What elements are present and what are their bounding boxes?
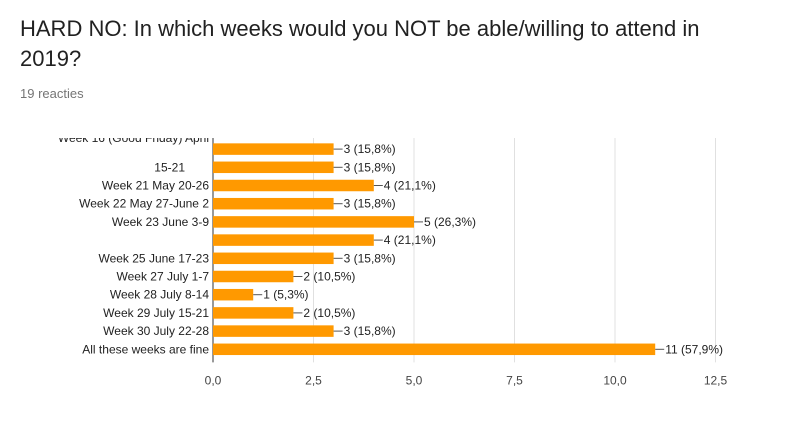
category-label: Week 16 (Good Friday) April 15-21 bbox=[58, 131, 209, 174]
data-label: 1 (5,3%) bbox=[263, 288, 308, 302]
data-label: 4 (21,1%) bbox=[384, 233, 436, 247]
category-label: Week 23 June 3-9 bbox=[112, 215, 209, 229]
x-tick-label: 7,5 bbox=[506, 373, 523, 387]
category-label: Week 28 July 8-14 bbox=[110, 288, 209, 302]
bar bbox=[213, 161, 334, 174]
bar bbox=[213, 288, 254, 301]
data-label: 3 (15,8%) bbox=[344, 251, 396, 265]
data-label: 2 (10,5%) bbox=[303, 306, 355, 320]
data-label: 5 (26,3%) bbox=[424, 215, 476, 229]
data-label: 3 (15,8%) bbox=[344, 324, 396, 338]
category-label: All these weeks are fine bbox=[82, 342, 209, 356]
category-label: Week 21 May 20-26 bbox=[102, 179, 209, 193]
data-label: 2 (10,5%) bbox=[303, 270, 355, 284]
bar bbox=[213, 234, 374, 246]
category-label: Week 29 July 15-21 bbox=[103, 306, 209, 320]
bar bbox=[213, 343, 656, 356]
chart-title: HARD NO: In which weeks would you NOT be… bbox=[20, 16, 700, 71]
x-tick-label: 10,0 bbox=[603, 373, 627, 387]
bar bbox=[213, 325, 334, 337]
data-label: 4 (21,1%) bbox=[384, 179, 436, 193]
x-tick-label: 2,5 bbox=[305, 373, 322, 387]
category-label-group: Week 16 (Good Friday) April 15-21 bbox=[58, 131, 209, 174]
category-label: Week 25 June 17-23 bbox=[98, 251, 209, 265]
x-tick-label: 0,0 bbox=[205, 373, 222, 387]
x-tick-label: 12,5 bbox=[704, 373, 728, 387]
bar bbox=[213, 307, 294, 319]
data-label: 3 (15,8%) bbox=[344, 160, 396, 174]
data-label: 3 (15,8%) bbox=[344, 142, 396, 156]
category-label: Week 22 May 27-June 2 bbox=[79, 197, 209, 211]
x-tick-label: 5,0 bbox=[406, 373, 423, 387]
bar bbox=[213, 216, 414, 228]
data-label: 3 (15,8%) bbox=[344, 197, 396, 211]
bar bbox=[213, 270, 294, 283]
bar bbox=[213, 252, 334, 265]
response-count: 19 reacties bbox=[20, 86, 84, 101]
category-label: Week 27 July 1-7 bbox=[117, 270, 210, 284]
bar bbox=[213, 197, 334, 210]
category-label: Week 30 July 22-28 bbox=[103, 324, 209, 338]
data-label: 11 (57,9%) bbox=[665, 342, 723, 356]
bar bbox=[213, 143, 334, 155]
bar bbox=[213, 179, 374, 192]
